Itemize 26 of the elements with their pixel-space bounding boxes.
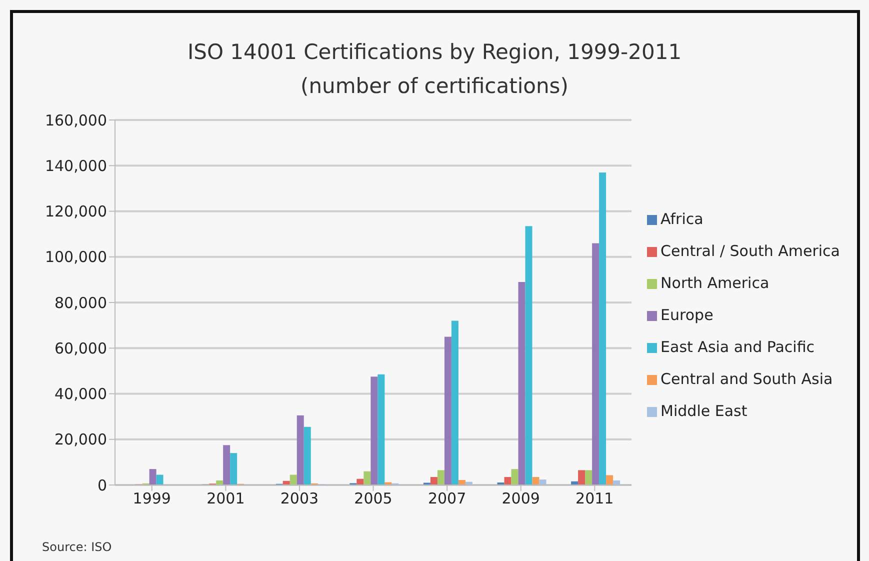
y-tick-label: 80,000 (54, 294, 107, 312)
y-tick-label: 40,000 (54, 385, 107, 404)
legend-label: Middle East (660, 402, 748, 420)
chart-title: ISO 14001 Certifications by Region, 1999-2011 (186, 40, 683, 64)
x-tick-label: 2011 (576, 490, 614, 508)
y-tick-label: 100,000 (44, 248, 107, 266)
x-tick-label: 2009 (502, 490, 540, 508)
legend-label: Central and South Asia (660, 370, 833, 388)
source-note: Source: ISO (42, 540, 112, 554)
legend-label: Africa (660, 210, 704, 228)
x-tick-label: 2001 (206, 490, 245, 508)
x-tick-label: 2005 (354, 490, 392, 508)
x-tick-label: 1999 (132, 490, 171, 508)
y-tick-label: 120,000 (44, 202, 107, 221)
legend-label: North America (660, 274, 770, 292)
x-tick-label: 2007 (428, 490, 466, 508)
y-tick-label: 140,000 (44, 156, 107, 175)
y-tick-label: 0 (97, 476, 107, 494)
y-tick-label: 60,000 (54, 339, 107, 358)
y-tick-label: 20,000 (54, 430, 107, 449)
y-tick-label: 160,000 (44, 111, 107, 130)
chart-subtitle: (number of certifications) (300, 74, 570, 98)
legend-label: Central / South America (660, 242, 840, 260)
legend-label: Europe (660, 306, 714, 324)
x-tick-label: 2003 (280, 490, 319, 508)
legend-label: East Asia and Pacific (660, 338, 815, 356)
